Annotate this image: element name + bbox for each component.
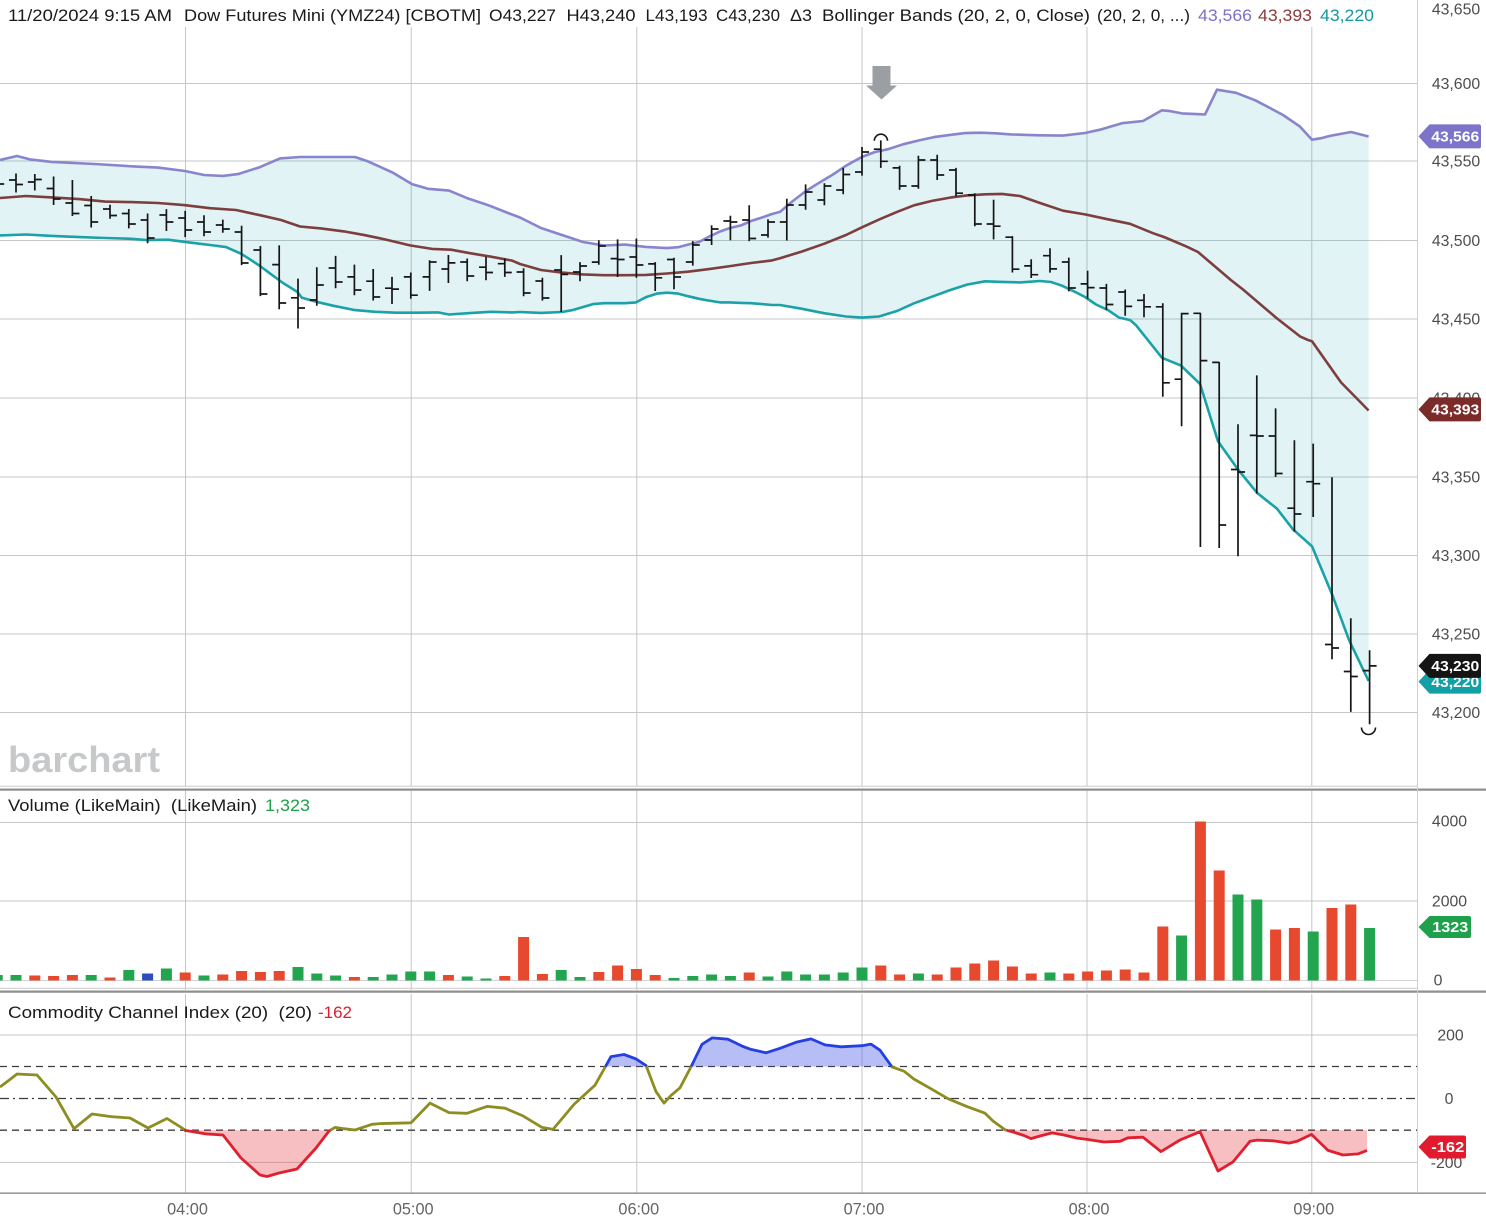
svg-text:07:00: 07:00 — [844, 1201, 885, 1219]
svg-text:11/20/2024 9:15 AM: 11/20/2024 9:15 AM — [8, 6, 172, 25]
svg-text:Bollinger Bands (20, 2, 0, Clo: Bollinger Bands (20, 2, 0, Close) — [822, 6, 1090, 25]
svg-text:04:00: 04:00 — [167, 1201, 208, 1219]
svg-text:43,600: 43,600 — [1432, 76, 1481, 93]
svg-text:06:00: 06:00 — [618, 1201, 659, 1219]
svg-text:O43,227: O43,227 — [489, 6, 556, 25]
svg-text:-162: -162 — [1431, 1140, 1464, 1156]
svg-text:43,230: 43,230 — [1431, 659, 1479, 675]
svg-text:43,450: 43,450 — [1432, 312, 1481, 329]
svg-text:1,323: 1,323 — [265, 796, 310, 815]
svg-text:-200: -200 — [1431, 1155, 1463, 1172]
svg-text:H43,240: H43,240 — [567, 6, 636, 25]
svg-text:43,650: 43,650 — [1432, 2, 1481, 19]
svg-text:43,220: 43,220 — [1431, 675, 1479, 691]
svg-text:09:00: 09:00 — [1293, 1201, 1334, 1219]
svg-text:43,393: 43,393 — [1431, 403, 1479, 419]
svg-text:43,566: 43,566 — [1198, 6, 1252, 25]
svg-text:43,220: 43,220 — [1320, 6, 1374, 25]
svg-text:(20, 2, 0, ...): (20, 2, 0, ...) — [1097, 6, 1190, 25]
svg-text:08:00: 08:00 — [1069, 1201, 1110, 1219]
svg-text:Volume (LikeMain) (LikeMain): Volume (LikeMain) (LikeMain) — [8, 796, 257, 815]
svg-text:43,393: 43,393 — [1258, 6, 1312, 25]
svg-text:43,250: 43,250 — [1432, 627, 1481, 644]
svg-text:-162: -162 — [318, 1003, 352, 1022]
svg-text:Δ3: Δ3 — [790, 6, 812, 25]
svg-text:43,200: 43,200 — [1432, 705, 1481, 722]
svg-text:43,550: 43,550 — [1432, 154, 1481, 171]
svg-text:4000: 4000 — [1432, 814, 1467, 831]
svg-text:43,566: 43,566 — [1431, 130, 1479, 146]
svg-text:43,300: 43,300 — [1432, 548, 1481, 565]
svg-text:05:00: 05:00 — [393, 1201, 434, 1219]
svg-text:2000: 2000 — [1432, 894, 1467, 911]
svg-text:1323: 1323 — [1432, 920, 1468, 936]
svg-text:200: 200 — [1437, 1028, 1464, 1045]
svg-text:43,500: 43,500 — [1432, 233, 1481, 250]
svg-text:barchart: barchart — [8, 739, 160, 780]
svg-text:Dow Futures Mini (YMZ24) [CBOT: Dow Futures Mini (YMZ24) [CBOTM] — [184, 6, 481, 25]
svg-text:C43,230: C43,230 — [716, 6, 780, 25]
svg-text:0: 0 — [1445, 1091, 1454, 1108]
svg-text:Commodity Channel Index (20): Commodity Channel Index (20) (20) — [8, 1003, 312, 1022]
svg-text:L43,193: L43,193 — [646, 6, 708, 25]
svg-text:0: 0 — [1434, 973, 1443, 990]
svg-text:43,350: 43,350 — [1432, 470, 1481, 487]
